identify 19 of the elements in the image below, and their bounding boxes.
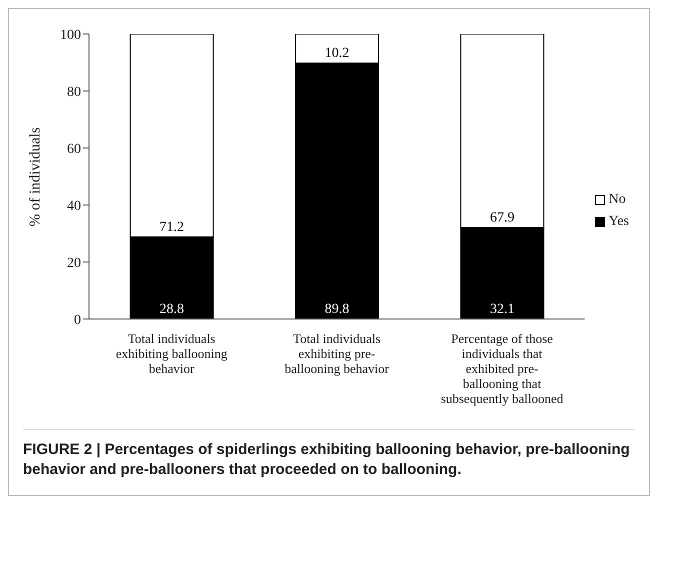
y-tick-label: 40 (67, 198, 81, 214)
y-tick-label: 100 (60, 28, 81, 43)
x-tick-label: Total individuals exhibiting ballooning behavior (116, 331, 228, 376)
data-label: 28.8 (160, 302, 184, 317)
data-label: 67.9 (490, 210, 514, 226)
x-tick-label: Total individuals exhibiting pre-ballooning behavior (284, 331, 390, 376)
caption: FIGURE 2 | Percentages of spiderlings exhibiting ballooning behavior, pre-ballooning behavior and pre-ballooners that proceeded on to ballooning. (23, 429, 635, 480)
data-label: 71.2 (160, 220, 184, 235)
data-label: 32.1 (490, 302, 514, 317)
data-label: 89.8 (324, 302, 350, 317)
y-tick-label: 60 (67, 142, 81, 157)
y-tick-label: 80 (67, 84, 81, 100)
x-tick-label: Percentage of those individuals that exhibited pre-ballooning that subsequently ballooned (440, 331, 564, 406)
data-label: 10.2 (324, 46, 350, 62)
legend-label: No (608, 192, 626, 208)
y-tick-label: 0 (74, 312, 81, 328)
y-tick-label: 20 (67, 256, 81, 271)
y-axis-title: % of individuals (27, 127, 44, 226)
legend-label: Yes (608, 214, 629, 230)
